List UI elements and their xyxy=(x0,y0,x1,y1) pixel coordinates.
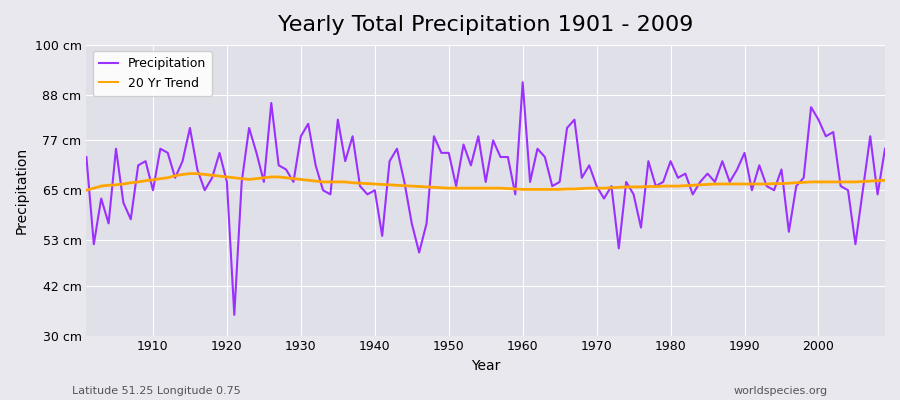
X-axis label: Year: Year xyxy=(471,359,500,373)
20 Yr Trend xyxy=(140,178,151,183)
Precipitation xyxy=(525,180,535,184)
20 Yr Trend xyxy=(81,188,92,193)
20 Yr Trend xyxy=(614,185,625,190)
Line: 20 Yr Trend: 20 Yr Trend xyxy=(86,174,885,190)
20 Yr Trend xyxy=(879,178,890,183)
Line: Precipitation: Precipitation xyxy=(86,82,885,315)
Precipitation xyxy=(355,184,365,188)
20 Yr Trend xyxy=(525,187,535,192)
20 Yr Trend xyxy=(355,181,365,186)
Precipitation xyxy=(310,163,321,168)
Y-axis label: Precipitation: Precipitation xyxy=(15,147,29,234)
Precipitation xyxy=(532,146,543,151)
Precipitation xyxy=(518,80,528,85)
Precipitation xyxy=(140,159,151,164)
20 Yr Trend xyxy=(310,179,321,184)
Precipitation xyxy=(621,180,632,184)
Text: worldspecies.org: worldspecies.org xyxy=(734,386,828,396)
Precipitation xyxy=(229,312,239,317)
Legend: Precipitation, 20 Yr Trend: Precipitation, 20 Yr Trend xyxy=(93,51,212,96)
Text: Latitude 51.25 Longitude 0.75: Latitude 51.25 Longitude 0.75 xyxy=(72,386,241,396)
Precipitation xyxy=(81,155,92,160)
20 Yr Trend xyxy=(518,187,528,192)
20 Yr Trend xyxy=(184,171,195,176)
Title: Yearly Total Precipitation 1901 - 2009: Yearly Total Precipitation 1901 - 2009 xyxy=(278,15,693,35)
Precipitation xyxy=(879,146,890,151)
